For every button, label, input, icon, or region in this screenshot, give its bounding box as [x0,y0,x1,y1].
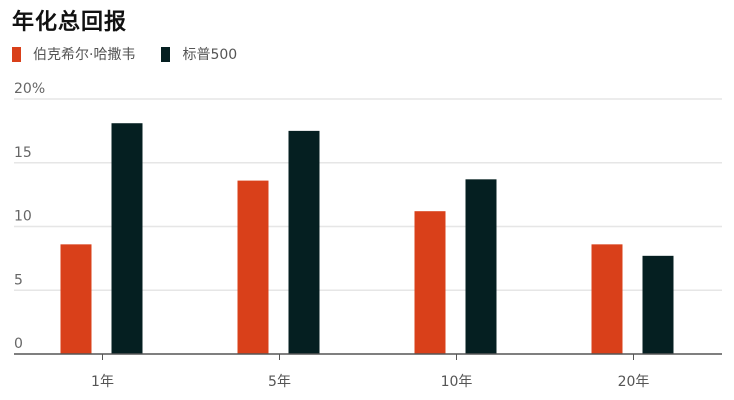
x-tick-label: 1年 [91,374,114,390]
legend-item-sp500: 标普500 [161,44,237,64]
legend-label-berkshire: 伯克希尔·哈撒韦 [33,47,136,63]
y-tick-label: 20% [14,81,45,97]
y-tick-label: 15 [14,145,32,161]
legend: 伯克希尔·哈撒韦 标普500 [12,44,263,64]
legend-item-berkshire: 伯克希尔·哈撒韦 [12,44,135,64]
bar-sp500 [288,130,320,354]
bar-berkshire [414,211,446,354]
x-tick-label: 5年 [268,374,291,390]
bar-berkshire [237,180,269,354]
chart-title: 年化总回报 [12,10,128,35]
legend-swatch-berkshire [12,46,21,62]
bar-sp500 [111,123,143,354]
bar-sp500 [465,179,497,354]
legend-swatch-sp500 [161,46,171,62]
x-tick-label: 20年 [618,374,650,390]
y-tick-label: 10 [14,209,32,225]
bar-sp500 [642,255,674,354]
y-tick-label: 5 [14,272,23,288]
legend-label-sp500: 标普500 [182,47,238,63]
y-tick-label: 0 [14,336,23,352]
x-tick-label: 10年 [441,374,473,390]
bar-berkshire [60,244,92,354]
bar-berkshire [591,244,623,354]
